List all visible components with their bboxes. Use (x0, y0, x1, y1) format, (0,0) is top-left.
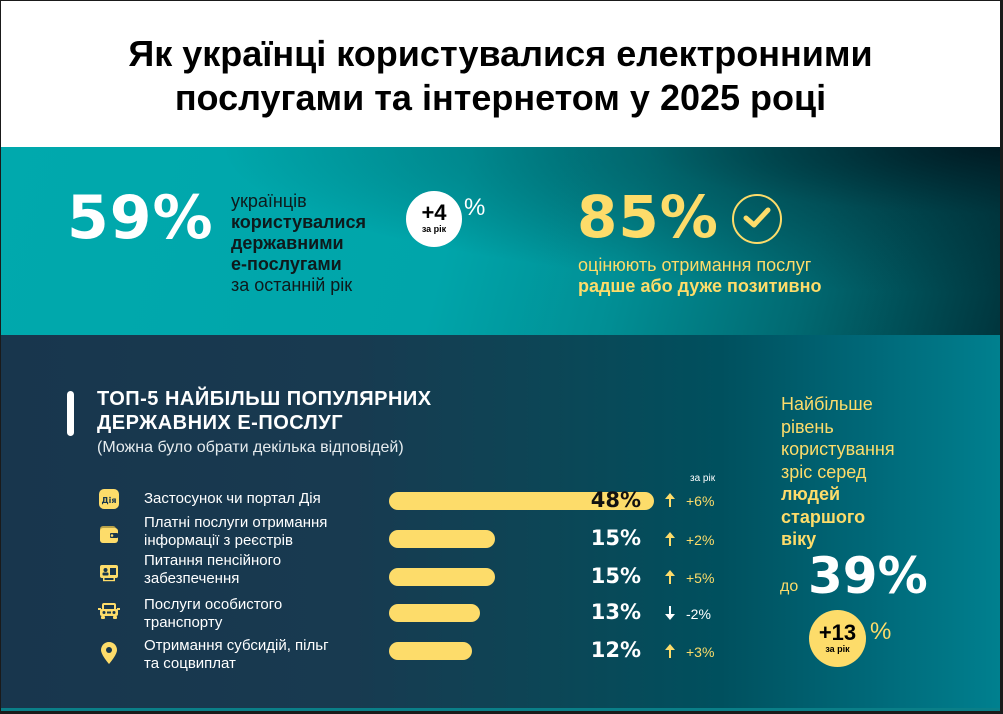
value-bar (389, 642, 472, 660)
item-label-line-2: інформації з реєстрів (144, 532, 293, 549)
wallet-icon (98, 523, 120, 545)
elderly-growth-percent-sign: % (870, 618, 892, 645)
item-label-line-1: Отримання субсидій, пільг (144, 637, 329, 654)
side-line-3: користування (781, 439, 895, 459)
item-label: Питання пенсійного забезпечення (144, 552, 384, 588)
usage-line-3: державними (231, 233, 344, 253)
item-label-line-1: Застосунок чи портал Дія (144, 490, 321, 507)
value-bar (389, 492, 654, 510)
side-line-4: зріс серед (781, 461, 867, 482)
item-label-line-2: забезпечення (144, 570, 240, 587)
satisfaction-stat-value: 85% (577, 183, 719, 251)
item-value: 13% (590, 600, 641, 624)
item-change: +6% (686, 493, 715, 509)
arrow-up-icon (665, 570, 675, 584)
side-line-2: рівень (781, 416, 834, 437)
elderly-growth-caption: за рік (825, 643, 850, 654)
item-label-line-1: Платні послуги отримання (144, 514, 328, 531)
item-label: Отримання субсидій, пільг та соцвиплат (144, 637, 384, 673)
item-change: +2% (686, 532, 715, 548)
item-label-line-1: Питання пенсійного (144, 552, 282, 569)
usage-line-5: за останній рік (231, 275, 353, 295)
location-pin-icon (98, 641, 120, 664)
item-label: Послуги особистого транспорту (144, 596, 384, 632)
item-value: 48% (590, 488, 641, 512)
usage-growth-badge: +4 за рік (406, 191, 462, 247)
arrow-up-icon (665, 493, 675, 507)
item-label-line-1: Послуги особистого (144, 596, 283, 613)
item-change: +3% (686, 644, 715, 660)
item-label: Застосунок чи портал Дія (144, 490, 384, 508)
usage-growth-caption: за рік (421, 224, 447, 234)
elderly-growth-description: Найбільше рівень користування зріс серед… (781, 393, 895, 551)
id-card-icon (98, 561, 120, 583)
value-bar (389, 568, 495, 586)
item-value: 15% (590, 564, 641, 588)
side-line-5: людей (781, 484, 841, 504)
top5-subtitle: (Можна було обрати декілька відповідей) (97, 439, 404, 456)
side-line-7: віку (781, 529, 817, 549)
list-item: Отримання субсидій, пільг та соцвиплат 1… (1, 636, 761, 676)
item-label: Платні послуги отримання інформації з ре… (144, 514, 384, 550)
item-change: +5% (686, 570, 715, 586)
svg-text:Дія: Дія (101, 495, 116, 505)
list-item: Дія Застосунок чи портал Дія 48% +6% (1, 487, 761, 527)
item-change: -2% (686, 606, 711, 622)
elderly-growth-value: +13 (818, 619, 857, 645)
top5-title-line-2: ДЕРЖАВНИХ Е-ПОСЛУГ (97, 412, 344, 434)
value-bar (389, 604, 480, 622)
elderly-growth-badge: +13 за рік (809, 610, 866, 667)
side-line-6: старшого (781, 506, 866, 527)
item-value: 12% (590, 638, 641, 662)
usage-line-4: е-послугами (231, 254, 342, 274)
change-column-header: за рік (690, 473, 716, 484)
satisfaction-line-2: радше або дуже позитивно (578, 276, 822, 296)
list-item: Послуги особистого транспорту 13% -2% (1, 595, 761, 635)
item-label-line-2: та соцвиплат (144, 655, 236, 672)
arrow-up-icon (665, 644, 675, 658)
satisfaction-line-1: оцінюють отримання послуг (578, 255, 812, 275)
usage-line-2: користувалися (231, 212, 366, 232)
value-bar (389, 530, 495, 548)
usage-line-1: українців (231, 191, 307, 211)
usage-stat-value: 59% (67, 183, 214, 253)
usage-growth-value: +4 (421, 200, 447, 225)
section-accent-bar (67, 391, 74, 436)
satisfaction-stat-description: оцінюють отримання послуг радше або дуже… (578, 255, 821, 297)
car-icon (98, 600, 120, 622)
item-value: 15% (590, 526, 641, 550)
item-label-line-2: транспорту (144, 614, 223, 631)
check-circle-icon (732, 194, 782, 244)
diia-icon: Дія (98, 488, 120, 510)
top5-title-line-1: ТОП-5 НАЙБІЛЬШ ПОПУЛЯРНИХ (97, 388, 432, 410)
arrow-up-icon (665, 532, 675, 546)
elderly-stat-prefix: до (780, 578, 799, 595)
list-item: Питання пенсійного забезпечення 15% +5% (1, 551, 761, 591)
elderly-stat-value: 39% (808, 547, 928, 605)
usage-stat-description: українців користувалися державними е-пос… (231, 191, 366, 296)
top5-title: ТОП-5 НАЙБІЛЬШ ПОПУЛЯРНИХ ДЕРЖАВНИХ Е-ПО… (97, 387, 432, 435)
page-title: Як українці користувалися електронними п… (128, 32, 872, 120)
header: Як українці користувалися електронними п… (1, 1, 1000, 147)
side-line-1: Найбільше (781, 394, 873, 414)
top-stats-band (1, 147, 1000, 335)
title-line-1: Як українці користувалися електронними (128, 33, 873, 74)
list-item: Платні послуги отримання інформації з ре… (1, 513, 761, 553)
title-line-2: послугами та інтернетом у 2025 році (174, 77, 827, 118)
usage-growth-percent-sign: % (464, 194, 486, 221)
arrow-down-icon (665, 606, 675, 620)
